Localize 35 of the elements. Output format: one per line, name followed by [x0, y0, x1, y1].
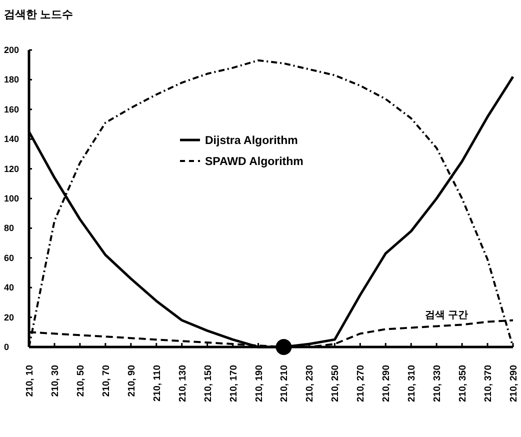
x-tick-label: 210, 30 — [50, 365, 61, 397]
x-tick-label: 210, 130 — [177, 365, 188, 402]
x-tick-label: 210, 50 — [75, 365, 86, 397]
legend-label: SPAWD Algorithm — [205, 156, 304, 168]
x-tick-label: 210, 210 — [279, 365, 290, 402]
x-tick-label: 210, 150 — [202, 365, 214, 402]
y-tick-label: 140 — [4, 134, 20, 144]
x-tick-label: 210, 370 — [483, 365, 494, 402]
x-tick-label: 210, 250 — [330, 365, 342, 402]
y-tick-label: 40 — [4, 282, 14, 293]
y-tick-label: 100 — [4, 194, 20, 204]
annotation: 검색 구간 — [425, 310, 468, 321]
x-tick-label: 210, 290 — [508, 365, 520, 402]
x-tick-label: 210, 10 — [24, 365, 36, 397]
x-tick-label: 210, 350 — [458, 365, 469, 402]
x-tick-label: 210, 90 — [126, 365, 138, 397]
x-tick-label: 210, 330 — [432, 365, 444, 402]
x-tick-label: 210, 270 — [356, 365, 367, 402]
y-tick-label: 0 — [4, 342, 10, 352]
y-tick-label: 20 — [4, 312, 14, 322]
x-tick-label: 210, 170 — [228, 365, 240, 402]
legend-label: Dijstra Algorithm — [205, 135, 298, 147]
y-tick-label: 60 — [4, 252, 14, 263]
x-tick-label: 210, 110 — [152, 365, 163, 402]
y-tick-label: 180 — [4, 74, 20, 85]
x-tick-label: 210, 230 — [304, 365, 316, 402]
x-tick-label: 210, 290 — [381, 365, 392, 402]
y-tick-label: 120 — [4, 164, 20, 174]
y-tick-label: 80 — [4, 223, 14, 234]
x-tick-label: 210, 190 — [254, 365, 265, 402]
y-tick-label: 160 — [4, 104, 20, 114]
x-tick-label: 210, 310 — [406, 365, 418, 402]
y-tick-label: 200 — [4, 45, 20, 55]
y-axis-title: 검색한 노드수 — [4, 9, 74, 21]
x-tick-label: 210, 70 — [100, 365, 112, 397]
